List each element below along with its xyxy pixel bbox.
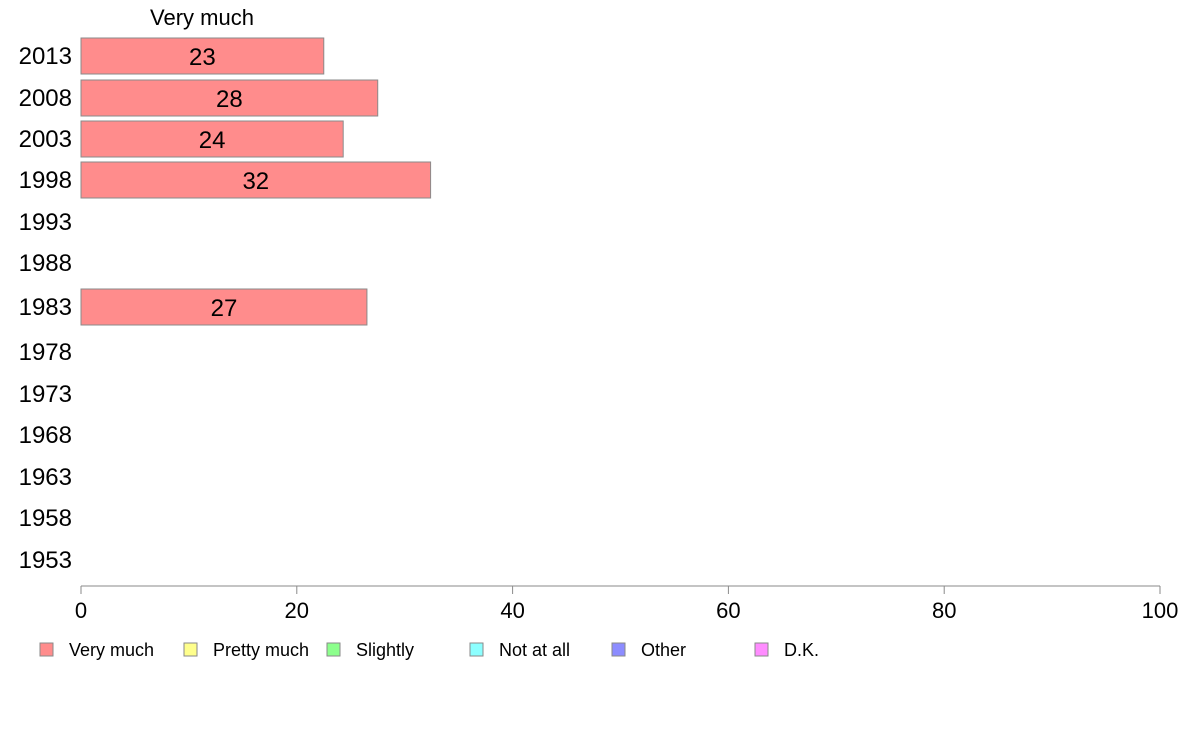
year-label: 1998 — [19, 167, 72, 194]
year-label: 2003 — [19, 126, 72, 153]
year-label: 1978 — [19, 339, 72, 366]
x-tick-label: 20 — [285, 598, 309, 623]
bar — [80, 288, 368, 326]
year-label: 1993 — [19, 209, 72, 236]
bar — [80, 161, 432, 199]
bar — [80, 120, 344, 158]
bar-value-label: 32 — [242, 168, 269, 195]
legend-label: D.K. — [784, 640, 819, 660]
bar-value-label: 28 — [216, 86, 243, 113]
series-heading: Very much — [150, 5, 254, 30]
x-tick-label: 40 — [500, 598, 524, 623]
legend-swatch — [39, 642, 54, 657]
year-label: 2013 — [19, 43, 72, 70]
legend-swatch — [469, 642, 484, 657]
bar-value-label: 23 — [189, 44, 216, 71]
legend-swatch — [326, 642, 341, 657]
bar — [80, 79, 379, 117]
bar — [80, 37, 325, 75]
legend-label: Very much — [69, 640, 154, 660]
year-label: 1968 — [19, 422, 72, 449]
legend: Very much Pretty much Slightly Not at all Ot… — [39, 640, 819, 660]
x-tick-label: 0 — [75, 598, 87, 623]
year-labels: 2013 2008 2003 1998 1993 1988 1983 1978 1973 1968… — [19, 43, 72, 574]
year-label: 1983 — [19, 294, 72, 321]
year-label: 1958 — [19, 505, 72, 532]
bar-value-label: 24 — [199, 127, 226, 154]
year-label: 2008 — [19, 85, 72, 112]
bar-value-label: 27 — [211, 295, 238, 322]
x-tick-label: 60 — [716, 598, 740, 623]
x-tick-label: 100 — [1142, 598, 1179, 623]
legend-label: Slightly — [356, 640, 414, 660]
year-label: 1953 — [19, 547, 72, 574]
legend-swatch — [754, 642, 769, 657]
legend-swatch — [611, 642, 626, 657]
year-label: 1963 — [19, 464, 72, 491]
year-label: 1988 — [19, 250, 72, 277]
legend-swatch — [183, 642, 198, 657]
legend-label: Other — [641, 640, 686, 660]
x-tick-label: 80 — [932, 598, 956, 623]
legend-label: Not at all — [499, 640, 570, 660]
year-label: 1973 — [19, 381, 72, 408]
x-axis: 0 20 40 60 80 100 — [75, 585, 1179, 623]
legend-label: Pretty much — [213, 640, 309, 660]
